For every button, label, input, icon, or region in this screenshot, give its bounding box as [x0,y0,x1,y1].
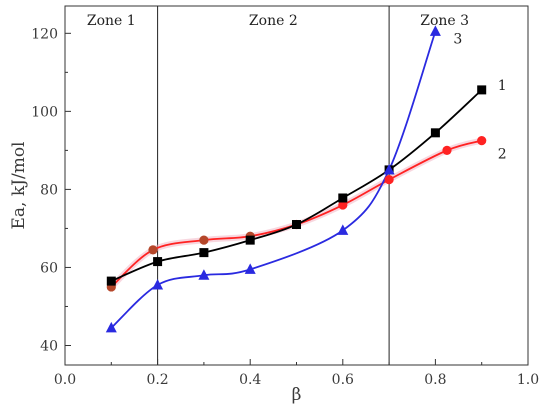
series-2-point [199,235,209,245]
y-tick-label: 40 [40,338,58,354]
x-axis-title: β [292,385,302,405]
series-1-point [338,193,348,203]
series-2-point [338,200,348,210]
series-1-point [153,257,163,267]
series-1-point [430,128,440,138]
x-tick-label: 0.0 [54,372,76,388]
y-tick-label: 60 [40,260,58,276]
x-tick-label: 0.8 [424,372,446,388]
series-3-point [105,321,117,333]
series-3-point [383,163,395,175]
series-3-point [244,263,256,274]
series-2-halo [108,137,485,290]
x-tick-label: 0.2 [146,372,168,388]
series-1-point [106,276,116,286]
x-tick-label: 1.0 [517,372,539,388]
series-label-3: 3 [453,31,462,47]
y-tick-label: 80 [40,182,58,198]
series-3-point [152,279,164,290]
series-2-point [477,136,487,146]
series-label-1: 1 [498,78,507,94]
zone-label-1: Zone 1 [87,13,136,29]
series-3-line [110,31,437,329]
zone-label-2: Zone 2 [249,13,298,29]
x-tick-label: 0.6 [332,372,354,388]
series-1-point [477,85,487,95]
series-3-point [198,269,210,280]
plot-area-frame [64,5,529,366]
series-3-point [429,25,441,36]
series-3-point [337,224,349,235]
x-tick-label: 0.4 [239,372,261,388]
series-2-point [384,175,394,185]
y-axis-title: Ea, kJ/mol [9,142,29,230]
zone-label-3: Zone 3 [420,13,469,29]
series-1-point [292,220,301,230]
series-label-2: 2 [498,147,507,163]
series-1-point [245,235,255,245]
series-2-point [442,145,452,155]
y-tick-label: 100 [31,104,58,120]
series-2-point [148,245,158,255]
series-1-point [199,248,209,258]
y-tick-label: 120 [31,26,58,42]
